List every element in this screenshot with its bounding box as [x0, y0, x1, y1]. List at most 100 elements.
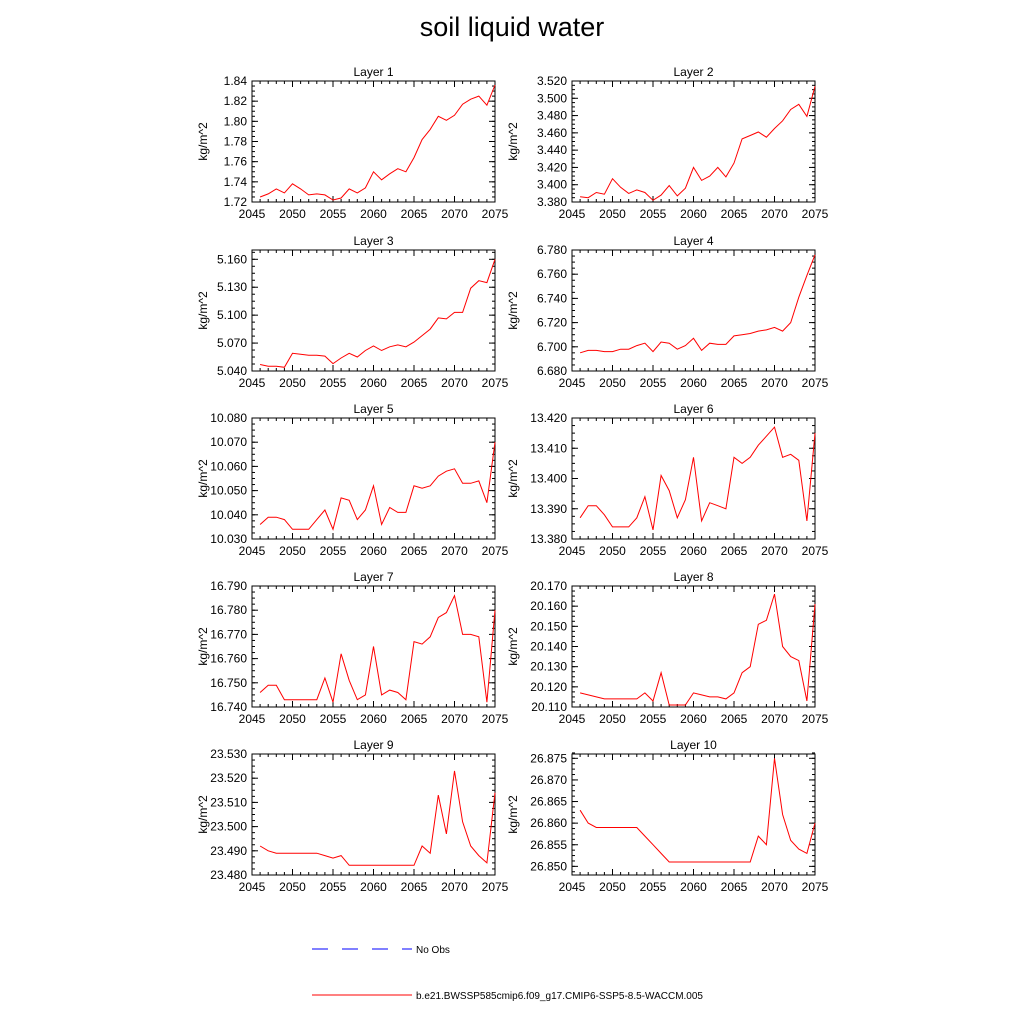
y-axis-label: kg/m^2 — [196, 122, 210, 161]
x-tick-label: 2050 — [279, 544, 306, 558]
x-tick-label: 2045 — [559, 207, 586, 221]
y-tick-label: 1.78 — [224, 135, 248, 149]
y-tick-label: 23.480 — [210, 868, 247, 882]
y-tick-label: 5.100 — [217, 308, 247, 322]
y-tick-label: 3.400 — [537, 178, 567, 192]
x-tick-label: 2060 — [680, 207, 707, 221]
y-tick-label: 3.480 — [537, 109, 567, 123]
y-tick-label: 6.680 — [537, 364, 567, 378]
x-tick-label: 2050 — [599, 207, 626, 221]
x-tick-label: 2065 — [401, 544, 428, 558]
x-tick-label: 2045 — [239, 544, 266, 558]
x-tick-label: 2055 — [320, 544, 347, 558]
y-tick-label: 26.855 — [530, 838, 567, 852]
y-axis-label: kg/m^2 — [196, 291, 210, 330]
chart-title: soil liquid water — [419, 12, 605, 42]
x-tick-label: 2055 — [320, 712, 347, 726]
x-tick-label: 2075 — [482, 712, 509, 726]
y-axis-label: kg/m^2 — [196, 627, 210, 666]
x-tick-label: 2055 — [640, 544, 667, 558]
panel-layer-9: Layer 9 kg/m^2 2045 2050 2055 2060 2065 2070 207… — [196, 738, 509, 894]
x-tick-label: 2060 — [360, 880, 387, 894]
x-tick-label: 2070 — [761, 207, 788, 221]
y-tick-label: 20.140 — [530, 640, 567, 654]
y-tick-label: 3.500 — [537, 91, 567, 105]
y-axis-label: kg/m^2 — [196, 459, 210, 498]
x-tick-label: 2050 — [279, 207, 306, 221]
y-tick-label: 5.130 — [217, 280, 247, 294]
y-tick-label: 16.790 — [210, 579, 247, 593]
plot-frame — [251, 753, 496, 876]
y-tick-label: 3.460 — [537, 126, 567, 140]
series-line — [259, 259, 496, 368]
x-tick-label: 2075 — [802, 544, 829, 558]
legend-label-model: b.e21.BWSSP585cmip6.f09_g17.CMIP6-SSP5-8… — [416, 991, 703, 1002]
y-tick-label: 16.750 — [210, 676, 247, 690]
x-tick-label: 2065 — [721, 712, 748, 726]
x-tick-label: 2070 — [441, 544, 468, 558]
y-tick-label: 13.420 — [530, 411, 567, 425]
x-tick-label: 2050 — [279, 712, 306, 726]
series-line — [259, 442, 496, 531]
y-tick-label: 1.80 — [224, 114, 248, 128]
y-axis-label: kg/m^2 — [506, 122, 520, 161]
y-tick-label: 23.530 — [210, 747, 247, 761]
plot-frame — [571, 753, 816, 876]
y-tick-label: 20.120 — [530, 680, 567, 694]
x-tick-label: 2060 — [680, 880, 707, 894]
y-tick-label: 13.410 — [530, 441, 567, 455]
y-tick-label: 10.050 — [210, 484, 247, 498]
panel-title: Layer 10 — [670, 738, 717, 752]
x-tick-label: 2070 — [761, 712, 788, 726]
panel-title: Layer 6 — [673, 402, 713, 416]
x-tick-label: 2075 — [482, 376, 509, 390]
y-tick-label: 1.84 — [224, 74, 248, 88]
y-tick-label: 1.72 — [224, 195, 248, 209]
y-tick-label: 23.490 — [210, 844, 247, 858]
x-tick-label: 2060 — [680, 712, 707, 726]
x-tick-label: 2050 — [599, 712, 626, 726]
series-line — [579, 758, 816, 863]
x-tick-label: 2050 — [599, 880, 626, 894]
y-tick-label: 23.500 — [210, 820, 247, 834]
panel-title: Layer 8 — [673, 570, 713, 584]
x-tick-label: 2065 — [401, 376, 428, 390]
x-tick-label: 2070 — [441, 712, 468, 726]
y-tick-label: 26.865 — [530, 795, 567, 809]
series-line — [579, 593, 816, 706]
y-tick-label: 6.720 — [537, 316, 567, 330]
y-tick-label: 6.740 — [537, 291, 567, 305]
y-tick-label: 3.380 — [537, 195, 567, 209]
y-axis-label: kg/m^2 — [506, 291, 520, 330]
y-tick-label: 23.510 — [210, 795, 247, 809]
y-axis-label: kg/m^2 — [506, 459, 520, 498]
x-tick-label: 2055 — [320, 376, 347, 390]
y-tick-label: 23.520 — [210, 771, 247, 785]
panel-title: Layer 9 — [353, 738, 393, 752]
y-tick-label: 5.160 — [217, 252, 247, 266]
x-tick-label: 2050 — [279, 880, 306, 894]
panel-title: Layer 1 — [353, 65, 393, 79]
x-tick-label: 2070 — [761, 544, 788, 558]
y-tick-label: 1.74 — [224, 175, 248, 189]
x-tick-label: 2055 — [640, 376, 667, 390]
y-tick-label: 20.160 — [530, 599, 567, 613]
x-tick-label: 2055 — [320, 207, 347, 221]
series-line — [259, 594, 496, 703]
y-tick-label: 6.760 — [537, 267, 567, 281]
legend: No Obs b.e21.BWSSP585cmip6.f09_g17.CMIP6-… — [312, 945, 703, 1002]
x-tick-label: 2055 — [640, 712, 667, 726]
panel-layer-2: Layer 2 kg/m^2 2045 2050 2055 2060 2065 2070 207… — [506, 65, 829, 221]
x-tick-label: 2045 — [239, 376, 266, 390]
series-line — [579, 426, 816, 531]
x-tick-label: 2075 — [802, 207, 829, 221]
y-tick-label: 6.780 — [537, 243, 567, 257]
y-tick-label: 10.070 — [210, 435, 247, 449]
y-tick-label: 16.780 — [210, 603, 247, 617]
y-tick-label: 20.110 — [531, 700, 567, 714]
x-tick-label: 2065 — [721, 376, 748, 390]
y-tick-label: 10.040 — [210, 508, 247, 522]
y-tick-label: 3.520 — [537, 74, 567, 88]
x-tick-label: 2065 — [401, 880, 428, 894]
